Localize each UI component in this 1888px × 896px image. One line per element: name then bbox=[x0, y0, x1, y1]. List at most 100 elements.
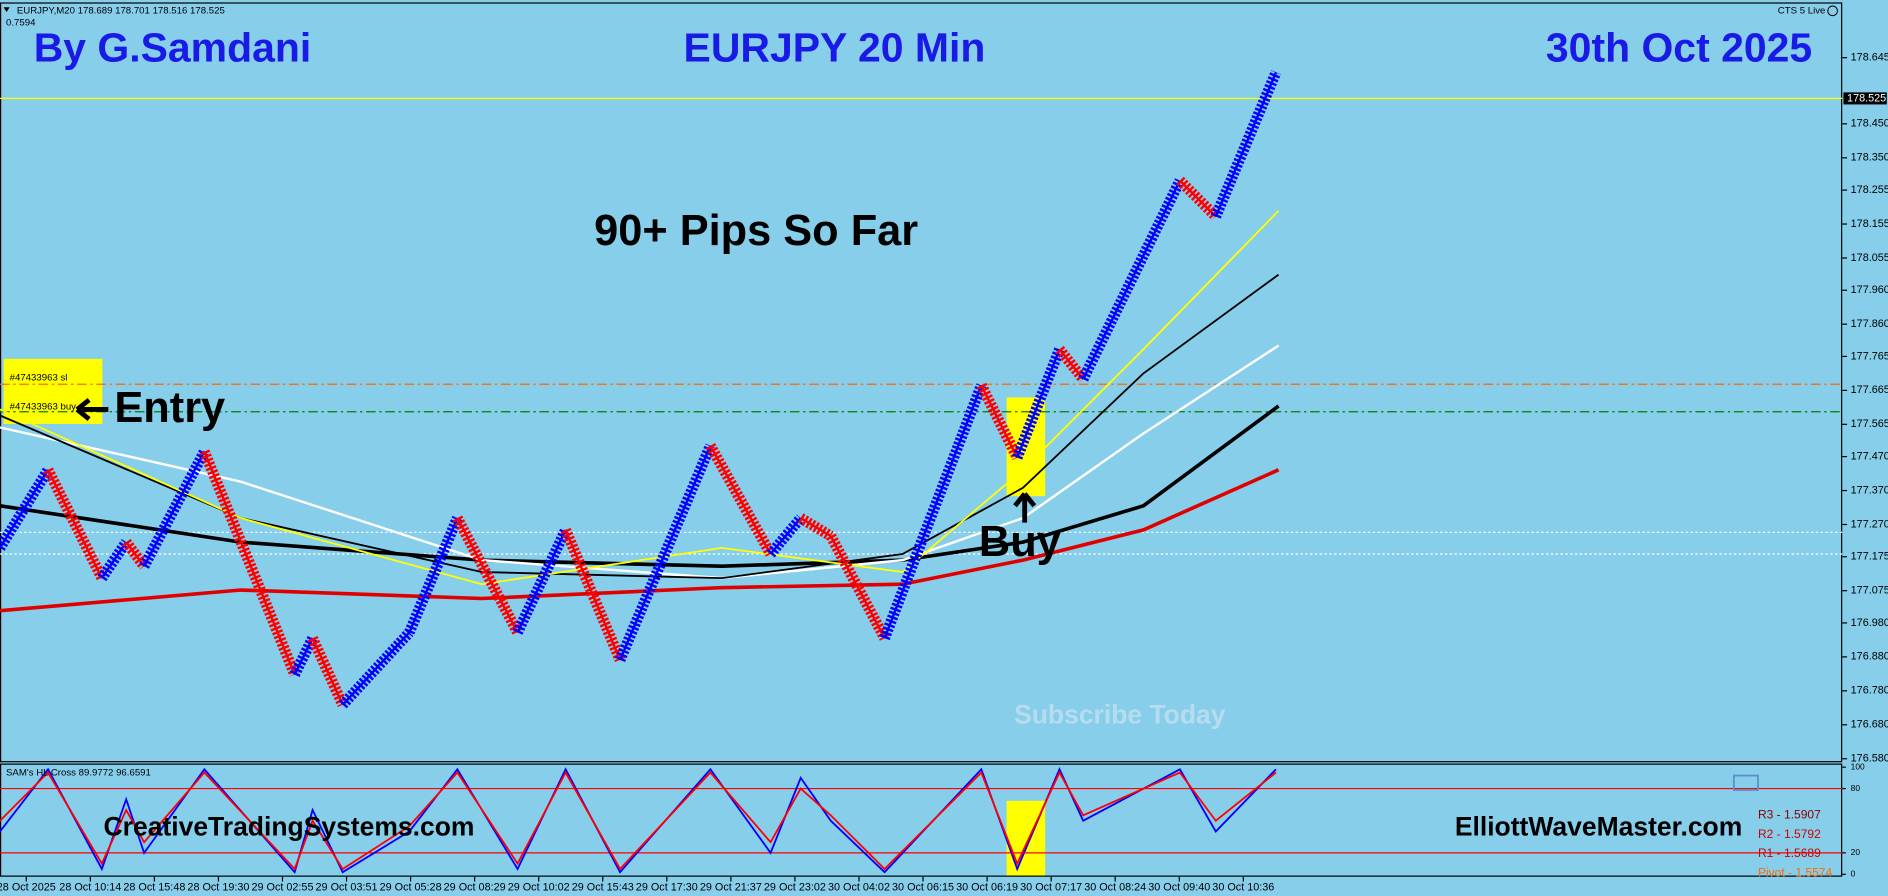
y-tick-label: 177.075 bbox=[1851, 585, 1888, 597]
oscillator-icon bbox=[1732, 774, 1759, 791]
y-tick-label: 177.960 bbox=[1851, 284, 1888, 296]
osc-y-tick-label: 80 bbox=[1851, 783, 1861, 793]
y-tick-label: 177.860 bbox=[1851, 318, 1888, 330]
subheader: 0.7594 bbox=[6, 17, 36, 28]
y-tick-label: 177.765 bbox=[1851, 350, 1888, 362]
price-wick bbox=[341, 631, 411, 706]
x-tick-label: 30 Oct 06:15 bbox=[892, 881, 954, 893]
pivot-label: R1 - 1.5689 bbox=[1758, 846, 1821, 860]
y-tick-label: 178.155 bbox=[1851, 218, 1888, 230]
price-wick bbox=[1214, 71, 1278, 218]
x-tick-label: 29 Oct 03:51 bbox=[316, 881, 378, 893]
x-tick-label: 28 Oct 10:14 bbox=[59, 881, 121, 893]
y-tick-label: 177.370 bbox=[1851, 484, 1888, 496]
oscillator-line bbox=[0, 770, 1277, 871]
price-wick bbox=[980, 384, 1019, 459]
moving-average bbox=[0, 344, 1280, 580]
account-icon bbox=[1827, 5, 1838, 17]
author: By G.Samdani bbox=[34, 24, 312, 70]
price-wick bbox=[800, 516, 832, 538]
moving-average bbox=[0, 404, 1280, 569]
plot-layer: 178.525 178.645 178.450 178.350 178.255 178.1… bbox=[0, 52, 1888, 893]
y-tick-label: 178.645 bbox=[1851, 52, 1888, 64]
symbol-header: EURJPY,M20 178.689 178.701 178.516 178.5… bbox=[17, 5, 225, 16]
pivot-label: R2 - 1.5792 bbox=[1758, 827, 1821, 841]
price-wick bbox=[564, 529, 622, 661]
buy-order: #47433963 buy bbox=[10, 402, 77, 413]
price-wick bbox=[143, 450, 206, 567]
x-tick-label: 28 Oct 2025 bbox=[0, 881, 56, 893]
moving-average bbox=[0, 210, 1280, 586]
y-tick-label: 176.980 bbox=[1851, 617, 1888, 629]
buy-highlight-oscillator bbox=[1006, 800, 1046, 876]
x-tick-label: 28 Oct 15:48 bbox=[123, 881, 185, 893]
price-wick bbox=[311, 637, 344, 706]
price-wick bbox=[0, 469, 50, 549]
price-wick bbox=[1082, 180, 1181, 380]
headline: 90+ Pips So Far bbox=[594, 207, 918, 255]
y-tick-label: 178.450 bbox=[1851, 118, 1888, 130]
watermark: Subscribe Today bbox=[1014, 700, 1226, 730]
price-wick bbox=[516, 529, 567, 633]
account-label: CTS 5 Live bbox=[1778, 5, 1826, 16]
x-tick-label: 29 Oct 05:28 bbox=[380, 881, 442, 893]
osc-y-tick-label: 0 bbox=[1851, 869, 1856, 879]
x-tick-label: 30 Oct 04:02 bbox=[828, 881, 890, 893]
price-wick bbox=[1016, 348, 1061, 459]
x-tick-label: 29 Oct 15:43 bbox=[572, 881, 634, 893]
y-tick-label: 176.580 bbox=[1851, 753, 1888, 765]
price-wick bbox=[618, 445, 712, 661]
price-wick bbox=[709, 445, 772, 555]
oscillator-title: SAM's HL Cross 89.9772 96.6591 bbox=[6, 768, 151, 779]
x-tick-label: 29 Oct 17:30 bbox=[636, 881, 698, 893]
price-wick bbox=[1058, 348, 1085, 380]
price-wick bbox=[408, 517, 459, 633]
x-tick-label: 30 Oct 10:36 bbox=[1212, 881, 1274, 893]
buy-arrow bbox=[1013, 492, 1037, 523]
price-wick bbox=[769, 517, 802, 555]
price-wick bbox=[203, 451, 296, 675]
x-tick-label: 29 Oct 02:55 bbox=[251, 881, 313, 893]
x-tick-label: 30 Oct 09:40 bbox=[1148, 881, 1210, 893]
y-tick-label: 177.470 bbox=[1851, 450, 1888, 462]
x-tick-label: 30 Oct 08:24 bbox=[1084, 881, 1146, 893]
y-tick-label: 177.270 bbox=[1851, 518, 1888, 530]
y-tick-label: 177.665 bbox=[1851, 384, 1888, 396]
x-tick-label: 29 Oct 10:02 bbox=[508, 881, 570, 893]
entry-arrow bbox=[75, 397, 109, 421]
y-tick-label: 176.880 bbox=[1851, 651, 1888, 663]
price-wick bbox=[456, 517, 519, 634]
y-tick-label: 178.350 bbox=[1851, 152, 1888, 164]
y-tick-label: 176.780 bbox=[1851, 685, 1888, 697]
x-tick-label: 30 Oct 06:19 bbox=[956, 881, 1018, 893]
entry-label: Entry bbox=[114, 384, 225, 432]
price-wick bbox=[46, 469, 103, 579]
price-wick bbox=[883, 384, 983, 639]
y-tick-label: 176.680 bbox=[1851, 719, 1888, 731]
header-icon bbox=[3, 7, 10, 13]
site-right: ElliottWaveMaster.com bbox=[1455, 812, 1742, 842]
site-left: CreativeTradingSystems.com bbox=[104, 812, 475, 842]
entry-highlight bbox=[3, 358, 103, 424]
price-wick bbox=[829, 535, 886, 639]
price-tag bbox=[1843, 92, 1887, 105]
x-tick-label: 29 Oct 23:02 bbox=[764, 881, 826, 893]
moving-average bbox=[0, 273, 1280, 580]
x-tick-label: 29 Oct 21:37 bbox=[700, 881, 762, 893]
price-wick bbox=[100, 541, 128, 579]
price-tag-label: 178.525 bbox=[1847, 92, 1886, 104]
y-tick-label: 178.055 bbox=[1851, 252, 1888, 264]
osc-y-tick-label: 100 bbox=[1851, 761, 1865, 771]
y-tick-label: 177.565 bbox=[1851, 418, 1888, 430]
chart-title: EURJPY 20 Min bbox=[684, 24, 986, 70]
y-tick-label: 177.175 bbox=[1851, 551, 1888, 563]
pivot-label: R3 - 1.5907 bbox=[1758, 807, 1821, 821]
x-tick-label: 28 Oct 19:30 bbox=[187, 881, 249, 893]
x-tick-label: 29 Oct 08:29 bbox=[444, 881, 506, 893]
date: 30th Oct 2025 bbox=[1546, 24, 1812, 70]
buy-label: Buy bbox=[979, 518, 1061, 566]
price-panel-frame bbox=[0, 2, 1843, 763]
